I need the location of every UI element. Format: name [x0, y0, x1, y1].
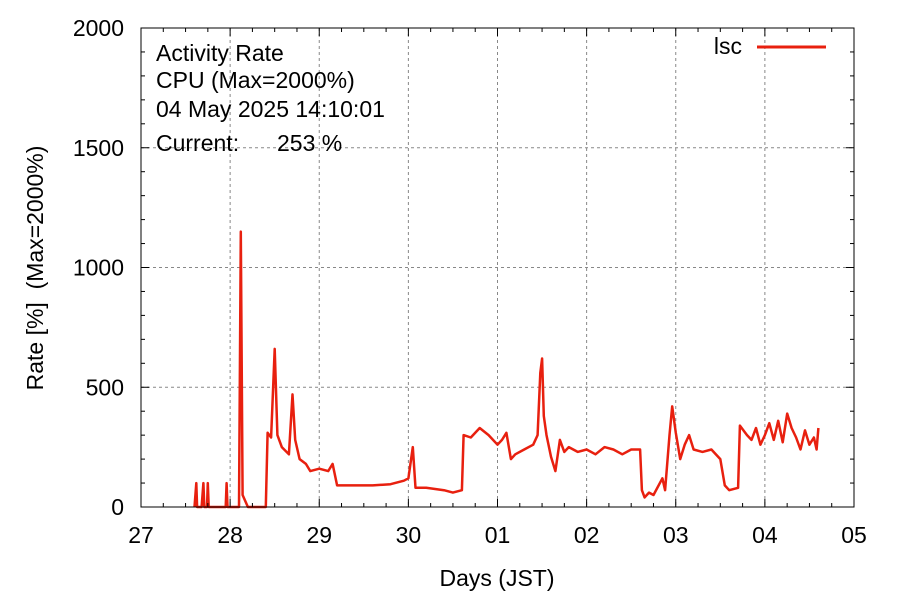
info-line-2: CPU (Max=2000%) [156, 67, 355, 93]
series-layer [193, 230, 820, 509]
series-line-lsc [193, 230, 820, 509]
x-tick-label: 27 [128, 522, 154, 548]
y-tick-label: 0 [111, 494, 124, 520]
current-value: 253 % [277, 130, 342, 156]
x-tick-label: 03 [663, 522, 689, 548]
x-tick-label: 05 [841, 522, 867, 548]
x-tick-label: 01 [485, 522, 511, 548]
x-tick-label: 29 [306, 522, 332, 548]
y-tick-label: 1000 [73, 255, 124, 281]
y-tick-label: 2000 [73, 15, 124, 41]
info-line-1: Activity Rate [156, 40, 284, 66]
x-axis-label: Days (JST) [440, 565, 555, 591]
legend-label: lsc [714, 33, 742, 59]
x-tick-label: 28 [217, 522, 243, 548]
y-axis-label: Rate [%] (Max=2000%) [22, 146, 48, 391]
x-tick-label: 30 [396, 522, 422, 548]
tick-marks [140, 27, 855, 508]
current-label: Current: [156, 130, 239, 156]
y-tick-label: 1500 [73, 135, 124, 161]
y-tick-label: 500 [86, 374, 124, 400]
x-tick-label: 02 [574, 522, 600, 548]
x-tick-labels: 27 28 29 30 01 02 03 04 05 [128, 522, 867, 548]
x-tick-label: 04 [752, 522, 778, 548]
y-tick-labels: 0 500 1000 1500 2000 [73, 15, 124, 520]
info-line-3: 04 May 2025 14:10:01 [156, 96, 385, 122]
